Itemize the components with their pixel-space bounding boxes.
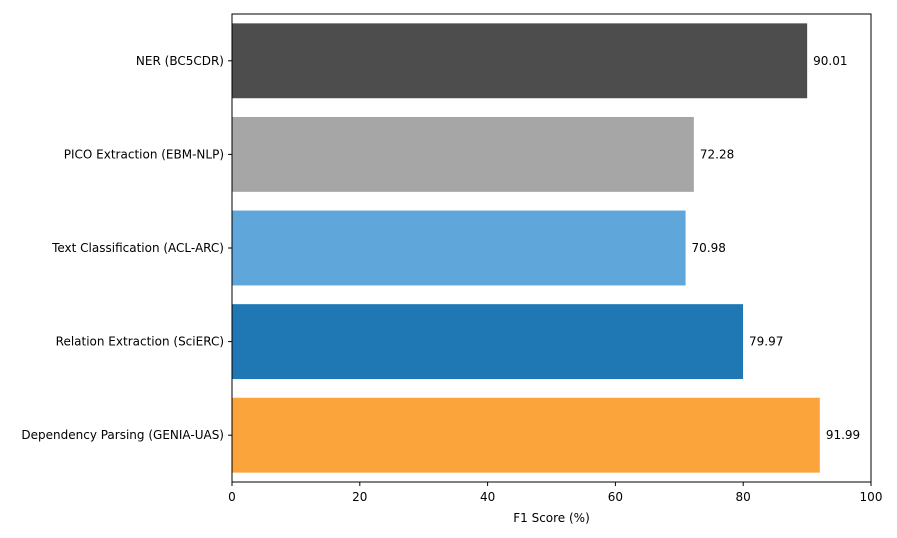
category-label: Text Classification (ACL-ARC) (51, 241, 224, 255)
bar (232, 116, 694, 192)
bar-value-label: 90.01 (813, 54, 847, 68)
bar-value-label: 70.98 (692, 241, 726, 255)
bar (232, 210, 686, 286)
category-label: Dependency Parsing (GENIA-UAS) (21, 428, 224, 442)
category-labels-group: NER (BC5CDR) PICO Extraction (EBM-NLP) Tex… (21, 54, 232, 442)
bars-group (232, 23, 820, 473)
x-tick-label: 100 (860, 490, 883, 504)
bar-value-label: 72.28 (700, 147, 734, 161)
bar (232, 397, 820, 473)
x-axis-title: F1 Score (%) (513, 511, 590, 525)
x-tick-label: 20 (352, 490, 367, 504)
x-tick-label: 0 (228, 490, 236, 504)
x-tick-label: 40 (480, 490, 495, 504)
category-label: NER (BC5CDR) (136, 54, 224, 68)
value-labels-group: 90.01 72.28 70.98 79.97 91.99 (692, 54, 861, 442)
category-label: Relation Extraction (SciERC) (56, 335, 224, 349)
category-label: PICO Extraction (EBM-NLP) (64, 147, 224, 161)
bar-value-label: 91.99 (826, 428, 860, 442)
x-tick-label: 60 (608, 490, 623, 504)
plot-frame (231, 13, 872, 483)
bar-value-label: 79.97 (749, 335, 783, 349)
x-tick-label: 80 (736, 490, 751, 504)
bar (232, 23, 808, 99)
bar (232, 304, 744, 380)
x-axis-ticks-group: 0 20 40 60 80 100 (228, 482, 882, 504)
